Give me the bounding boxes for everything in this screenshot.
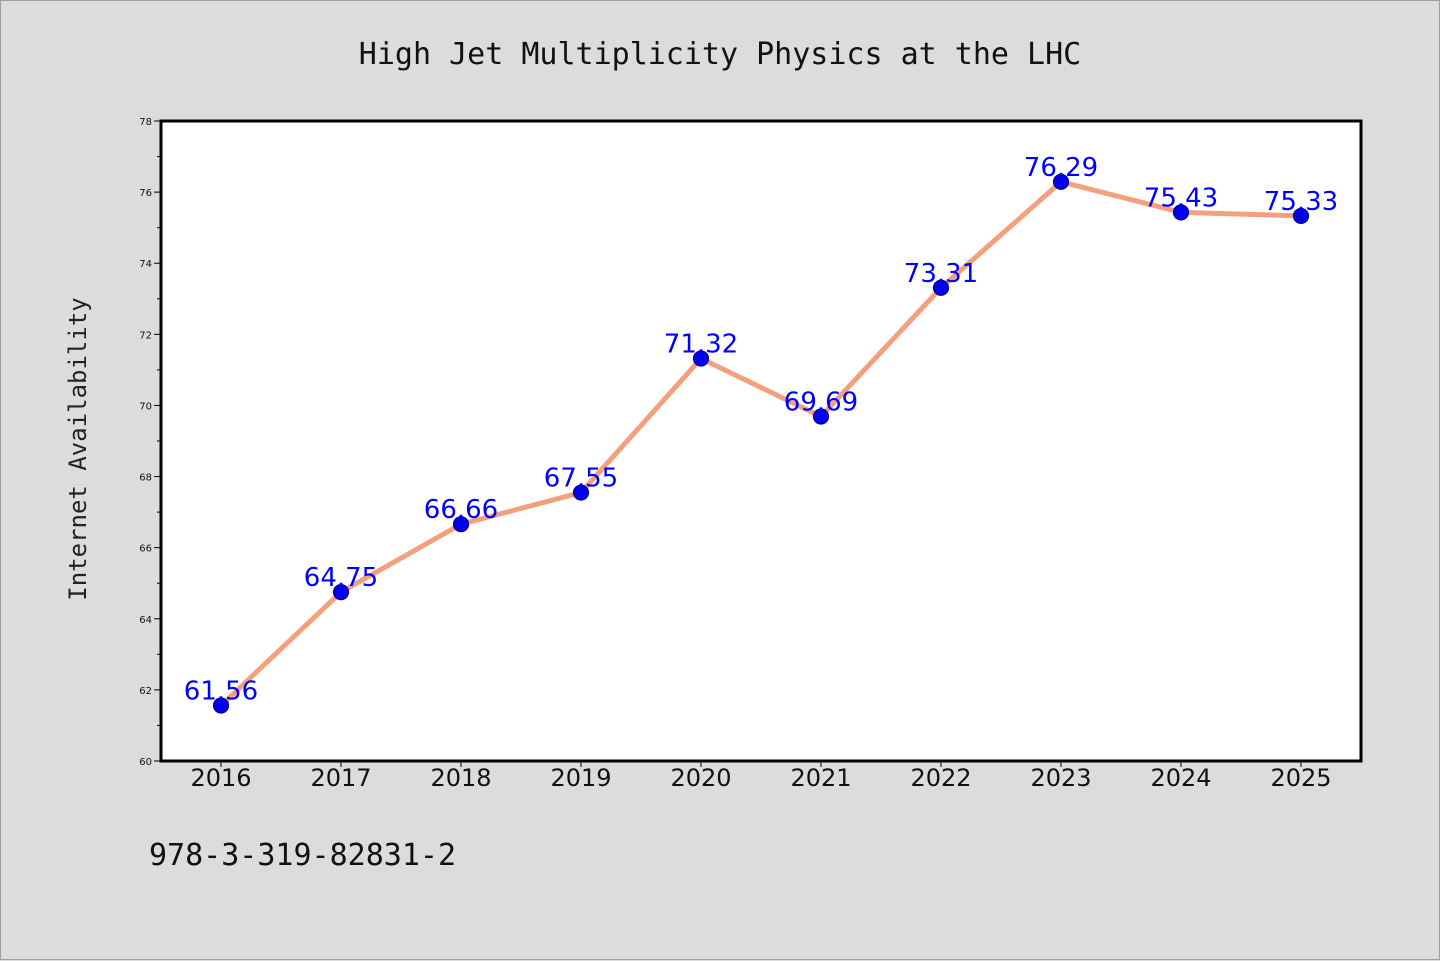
data-label: 75.33 — [1264, 187, 1338, 217]
x-tick-label: 2025 — [1270, 764, 1331, 792]
data-point — [332, 584, 350, 601]
x-tick-label: 2017 — [310, 764, 371, 792]
x-tick-label: 2019 — [550, 764, 611, 792]
y-tick-label: 62 — [139, 686, 152, 697]
series-layer — [212, 173, 1310, 714]
data-point — [452, 516, 470, 533]
y-tick-label: 68 — [139, 473, 152, 484]
data-label: 69.69 — [784, 387, 858, 417]
data-point — [1052, 173, 1070, 190]
data-point — [212, 697, 230, 714]
footer-isbn: 978-3-319-82831-2 — [149, 838, 456, 873]
data-label: 75.43 — [1144, 183, 1218, 213]
data-point — [932, 279, 950, 296]
y-tick-label: 64 — [139, 615, 152, 626]
y-tick-label: 76 — [139, 188, 152, 199]
y-axis: 60 62 64 66 68 70 72 74 76 78 — [139, 117, 161, 768]
x-tick-label: 2024 — [1150, 764, 1211, 792]
data-point — [692, 350, 710, 367]
y-axis-label: Internet Availability — [64, 297, 92, 600]
x-tick-label: 2022 — [910, 764, 971, 792]
y-tick-label: 74 — [139, 259, 152, 270]
x-tick-label: 2023 — [1030, 764, 1091, 792]
data-label: 67.55 — [544, 464, 618, 494]
plot-border — [159, 119, 1363, 763]
x-tick-label: 2020 — [670, 764, 731, 792]
plot-area — [161, 121, 1361, 761]
y-tick-label: 72 — [139, 330, 152, 341]
x-tick-label: 2018 — [430, 764, 491, 792]
y-tick-label: 66 — [139, 544, 152, 555]
y-tick-label: 70 — [139, 401, 152, 412]
data-point — [1292, 207, 1310, 225]
data-label: 61.56 — [184, 677, 258, 707]
data-label: 73.31 — [904, 259, 978, 289]
x-tick-label: 2021 — [790, 764, 851, 792]
data-label: 71.32 — [664, 330, 738, 360]
data-label: 66.66 — [424, 495, 498, 525]
series-line — [218, 179, 1304, 709]
data-point — [1172, 204, 1190, 221]
data-labels: 61.56 64.75 66.66 67.55 71.32 69.69 73.31 76.29… — [184, 153, 1338, 707]
data-point — [812, 408, 830, 425]
x-axis: 2016 2017 2018 2019 2020 2021 2022 2023 2024 2025 — [190, 761, 1332, 792]
y-tick-label: 78 — [139, 117, 152, 128]
y-tick-label: 60 — [139, 757, 152, 768]
chart-title: High Jet Multiplicity Physics at the LHC — [359, 37, 1081, 72]
data-label: 64.75 — [304, 563, 378, 593]
x-tick-label: 2016 — [190, 764, 251, 792]
data-point — [572, 484, 590, 501]
data-label: 76.29 — [1024, 153, 1098, 183]
